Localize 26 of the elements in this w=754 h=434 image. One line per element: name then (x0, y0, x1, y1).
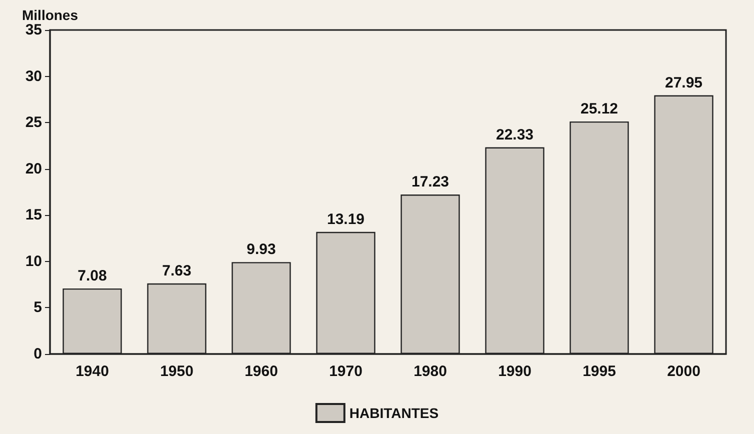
y-tick-label: 35 (25, 22, 42, 38)
data-label: 7.63 (162, 262, 192, 280)
y-tick-label: 30 (25, 68, 42, 85)
data-label: 17.23 (411, 174, 450, 190)
x-tick-label: 1980 (414, 363, 447, 380)
data-label: 22.33 (496, 126, 534, 144)
y-axis-title: Millones (22, 7, 78, 23)
y-tick-label: 15 (25, 206, 42, 224)
x-tick-label: 1950 (160, 363, 194, 380)
x-tick-label: 1970 (329, 363, 362, 380)
data-label: 25.12 (580, 100, 618, 118)
x-tick-label: 1940 (76, 363, 109, 380)
x-tick-label: 1960 (244, 363, 278, 380)
x-tick-label: 2000 (667, 363, 700, 380)
data-label: 9.93 (246, 241, 276, 258)
x-tick-label: 1995 (582, 363, 616, 380)
y-tick-label: 20 (25, 160, 42, 178)
y-tick-label: 10 (25, 252, 42, 270)
data-label: 7.08 (78, 267, 107, 284)
data-label: 27.95 (664, 74, 703, 92)
data-label: 13.19 (326, 210, 365, 228)
y-tick-label: 25 (25, 114, 42, 132)
y-tick-label: 5 (34, 299, 42, 316)
legend-label: HABITANTES (349, 405, 439, 421)
y-tick-label: 0 (34, 346, 42, 362)
x-tick-label: 1990 (498, 363, 532, 380)
